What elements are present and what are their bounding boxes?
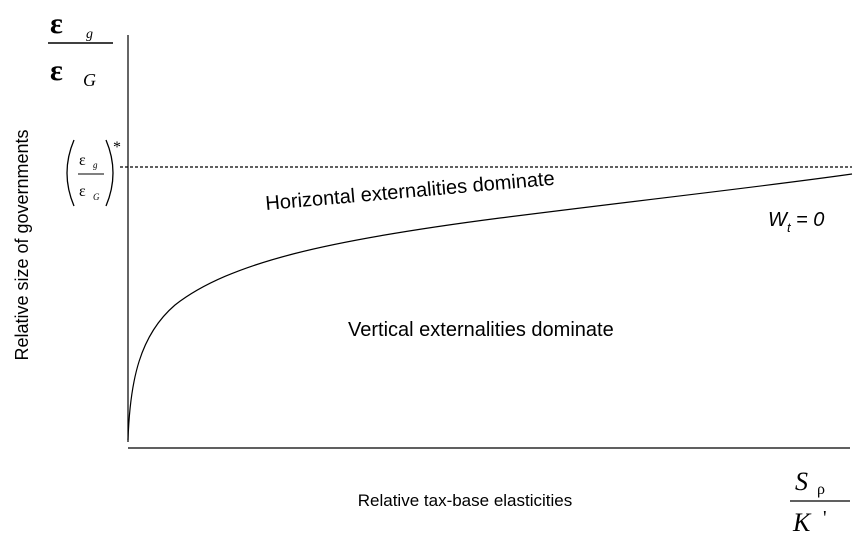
denominator: ε — [50, 54, 63, 87]
numerator-sub: ρ — [817, 481, 825, 498]
x-axis-label: Relative tax-base elasticities — [358, 491, 572, 510]
curve — [127, 173, 853, 441]
paren-left — [66, 139, 75, 207]
y-axis-label: Relative size of governments — [12, 129, 32, 360]
critical-value: ε g ε G * — [66, 139, 121, 207]
y-symbol: ε g ε G — [48, 7, 113, 90]
curve-label-sub: t — [787, 220, 792, 235]
star: * — [113, 139, 121, 156]
curve-label-rest: = 0 — [796, 209, 824, 231]
numerator: ε — [50, 7, 63, 40]
numerator-sub: g — [93, 160, 98, 170]
numerator: ε — [79, 152, 86, 169]
numerator-sub: g — [86, 27, 93, 42]
denominator-sub: ' — [823, 507, 827, 529]
paren-right — [105, 139, 114, 207]
curve-label: W t = 0 — [768, 209, 824, 235]
region-label: Horizontal externalities dominate — [265, 168, 556, 215]
denominator: ε — [79, 183, 86, 200]
x-symbol: S ρ K ' — [790, 467, 850, 537]
numerator: S — [795, 467, 808, 496]
denominator-sub: G — [83, 70, 96, 90]
denominator: K — [792, 508, 812, 537]
region-label: Vertical externalities dominate — [348, 319, 614, 341]
curve-label-main: W — [768, 209, 789, 231]
denominator-sub: G — [93, 192, 100, 202]
